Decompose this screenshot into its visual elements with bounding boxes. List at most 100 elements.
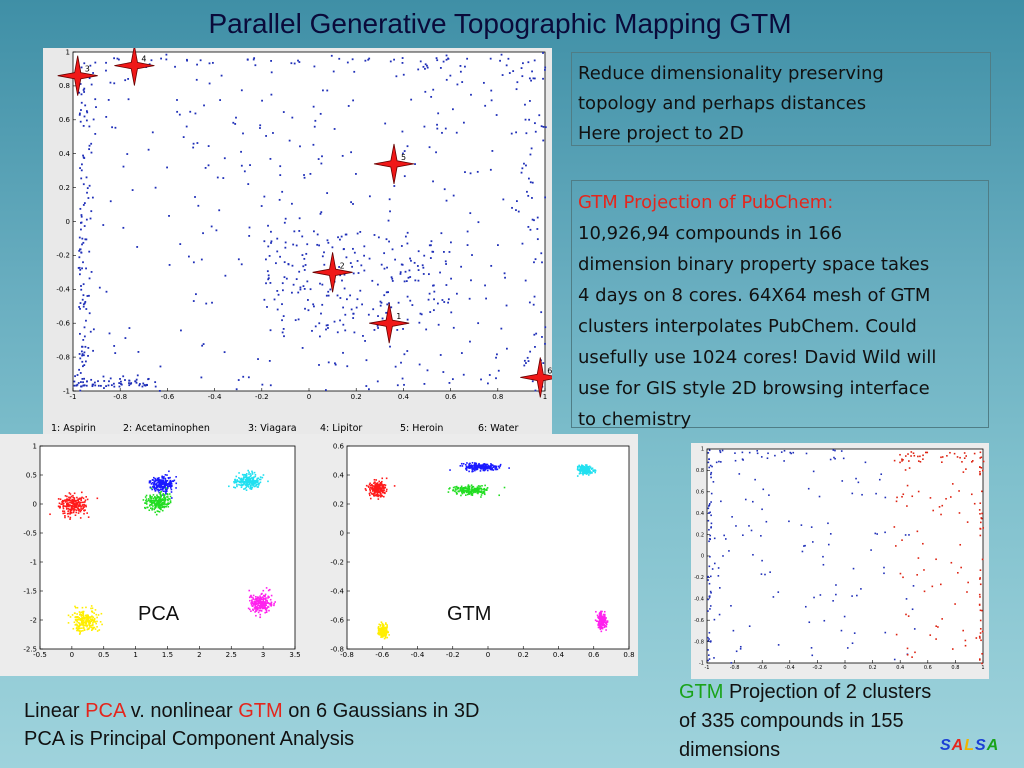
data-point xyxy=(85,624,87,626)
data-point xyxy=(386,266,388,269)
data-point xyxy=(384,122,387,125)
data-point xyxy=(373,329,376,331)
data-point xyxy=(93,381,96,384)
data-point xyxy=(91,619,94,622)
data-point xyxy=(477,322,480,325)
star-marker xyxy=(520,357,561,398)
data-point xyxy=(245,473,248,475)
data-point xyxy=(479,487,481,489)
y-tick-label: -0.5 xyxy=(23,529,37,537)
data-point xyxy=(83,326,86,329)
data-point xyxy=(389,345,391,348)
data-point xyxy=(861,493,863,496)
data-point xyxy=(136,374,139,377)
data-point xyxy=(756,449,759,452)
data-point xyxy=(149,504,151,507)
data-point xyxy=(923,569,925,571)
data-point xyxy=(417,279,420,282)
data-point xyxy=(489,466,492,469)
data-point xyxy=(341,279,343,282)
data-point xyxy=(377,490,380,492)
data-point xyxy=(283,261,286,264)
x-tick-label: 0.4 xyxy=(553,651,565,659)
data-point xyxy=(134,380,137,383)
data-point xyxy=(118,382,121,384)
data-point xyxy=(288,139,291,142)
data-point xyxy=(379,487,381,490)
data-point xyxy=(418,321,421,324)
data-point xyxy=(112,382,115,385)
data-point xyxy=(326,239,329,242)
data-point xyxy=(88,125,91,128)
data-point xyxy=(94,609,97,611)
data-point xyxy=(303,257,306,260)
data-point xyxy=(404,235,407,238)
data-point xyxy=(470,93,472,96)
data-point xyxy=(325,294,328,297)
data-point xyxy=(83,91,86,93)
data-point xyxy=(377,629,380,632)
data-point xyxy=(383,483,386,486)
data-point xyxy=(59,498,62,501)
data-point xyxy=(486,467,489,470)
data-point xyxy=(88,622,90,625)
data-point xyxy=(72,503,75,505)
data-point xyxy=(153,486,155,488)
data-point xyxy=(468,488,470,491)
data-point xyxy=(92,626,94,629)
data-point xyxy=(154,381,157,384)
data-point xyxy=(67,498,69,501)
data-point xyxy=(166,487,169,489)
data-point xyxy=(248,226,251,229)
data-point xyxy=(895,545,897,547)
data-point xyxy=(527,360,530,362)
data-point xyxy=(527,61,530,64)
data-point xyxy=(835,593,837,596)
data-point xyxy=(979,451,982,454)
data-point xyxy=(708,595,711,597)
data-point xyxy=(364,59,367,62)
data-point xyxy=(146,500,148,503)
data-point xyxy=(159,495,162,497)
data-point xyxy=(369,482,371,485)
data-point xyxy=(281,289,284,292)
data-point xyxy=(85,505,87,508)
data-point xyxy=(151,495,153,498)
data-point xyxy=(368,483,371,486)
data-point xyxy=(922,542,924,545)
y-tick-label: 1 xyxy=(66,48,70,56)
data-point xyxy=(304,264,307,266)
data-point xyxy=(82,303,85,306)
data-point xyxy=(367,313,370,316)
data-point xyxy=(78,617,81,619)
data-point xyxy=(73,492,76,495)
data-point xyxy=(461,81,464,83)
data-point xyxy=(708,466,711,469)
data-point xyxy=(320,312,322,315)
data-point xyxy=(436,59,439,62)
data-point xyxy=(249,595,252,598)
data-point xyxy=(234,123,237,125)
data-point xyxy=(234,479,237,482)
data-point xyxy=(507,57,510,60)
data-point xyxy=(529,153,532,156)
data-point xyxy=(261,603,263,606)
data-point xyxy=(257,358,259,360)
data-point xyxy=(81,508,83,510)
data-point xyxy=(483,491,486,493)
data-point xyxy=(483,492,486,495)
data-point xyxy=(917,455,919,458)
data-point xyxy=(76,626,78,629)
data-point xyxy=(82,384,85,387)
data-point xyxy=(167,502,169,504)
data-point xyxy=(168,498,170,500)
data-point xyxy=(524,103,526,106)
data-point xyxy=(157,488,159,491)
data-point xyxy=(534,122,536,125)
data-point xyxy=(167,496,169,498)
data-point xyxy=(80,228,82,231)
data-point xyxy=(321,303,324,306)
caption-text: on 6 Gaussians in 3D xyxy=(282,700,480,722)
data-point xyxy=(893,526,896,528)
data-point xyxy=(164,487,167,490)
